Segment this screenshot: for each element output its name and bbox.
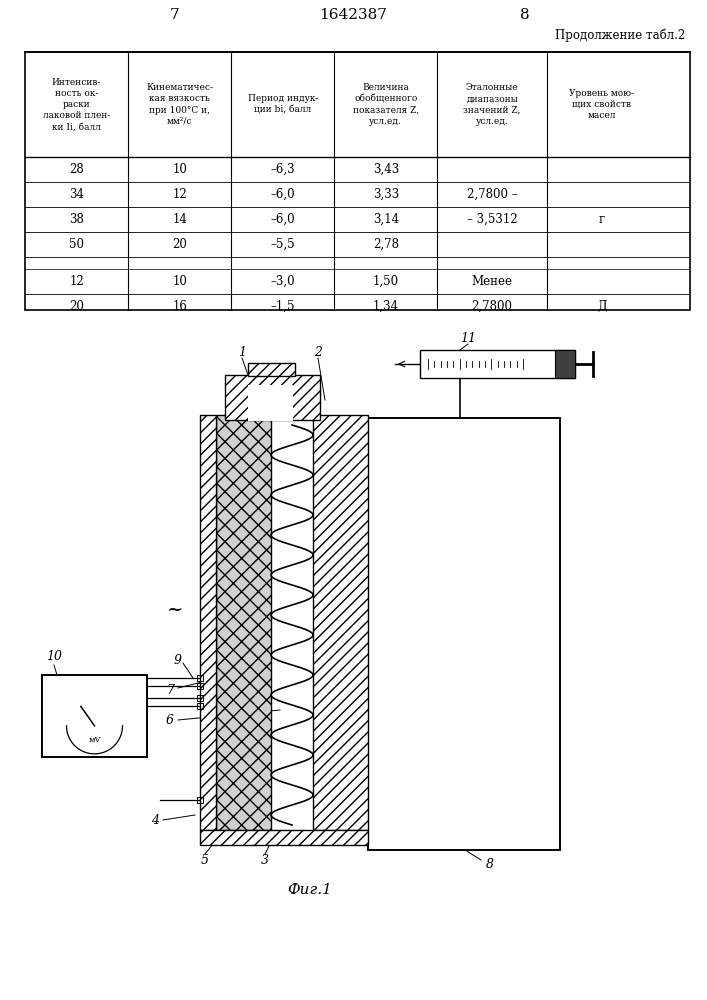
Text: 1,34: 1,34 — [373, 300, 399, 313]
Text: 16: 16 — [173, 300, 187, 313]
Text: Эталонные
диапазоны
значений Z,
усл.ед.: Эталонные диапазоны значений Z, усл.ед. — [464, 83, 521, 126]
Bar — [197, 797, 203, 803]
Text: 1642387: 1642387 — [319, 8, 387, 22]
Text: 10: 10 — [173, 275, 187, 288]
Text: 1: 1 — [238, 346, 246, 359]
Text: –1,5: –1,5 — [271, 300, 295, 313]
Bar — [555, 350, 575, 378]
Text: Менее: Менее — [472, 275, 513, 288]
Text: 5: 5 — [201, 854, 209, 866]
Text: Продолжение табл.2: Продолжение табл.2 — [555, 28, 685, 42]
Text: 9: 9 — [174, 654, 182, 666]
Text: 2,7800: 2,7800 — [472, 300, 513, 313]
Text: –6,0: –6,0 — [270, 213, 295, 226]
Text: 3,43: 3,43 — [373, 163, 399, 176]
Text: –3,0: –3,0 — [270, 275, 295, 288]
Text: г: г — [599, 213, 605, 226]
Text: 8: 8 — [520, 8, 530, 22]
Text: 50: 50 — [69, 238, 84, 251]
Text: Величина
обобщенного
показателя Z,
усл.ед.: Величина обобщенного показателя Z, усл.е… — [353, 83, 419, 126]
Bar — [200, 415, 216, 830]
Bar — [216, 415, 271, 830]
Text: Д: Д — [597, 300, 607, 313]
Bar — [197, 683, 203, 689]
Text: 11: 11 — [460, 332, 476, 344]
Text: 20: 20 — [69, 300, 84, 313]
Text: Уровень мою-
щих свойств
масел: Уровень мою- щих свойств масел — [569, 89, 634, 120]
Text: Фиг.1: Фиг.1 — [288, 883, 332, 897]
Text: 7: 7 — [166, 684, 174, 696]
Text: 8: 8 — [486, 858, 494, 871]
Text: Период индук-
ции bi, балл: Период индук- ции bi, балл — [247, 94, 318, 115]
Text: 28: 28 — [69, 163, 84, 176]
Bar — [197, 675, 203, 681]
Text: 12: 12 — [173, 188, 187, 201]
Bar — [42, 675, 147, 757]
Text: 4: 4 — [151, 814, 159, 826]
Text: 1,50: 1,50 — [373, 275, 399, 288]
Bar — [248, 363, 295, 376]
Text: –6,0: –6,0 — [270, 188, 295, 201]
Text: 3,33: 3,33 — [373, 188, 399, 201]
Text: –5,5: –5,5 — [270, 238, 295, 251]
Text: 12: 12 — [69, 275, 84, 288]
Text: 3,14: 3,14 — [373, 213, 399, 226]
Text: мV: мV — [88, 736, 101, 744]
Bar — [313, 415, 368, 830]
Text: 20: 20 — [173, 238, 187, 251]
Text: 3: 3 — [261, 854, 269, 866]
Text: 34: 34 — [69, 188, 84, 201]
Text: ~: ~ — [167, 601, 183, 619]
Text: 2,78: 2,78 — [373, 238, 399, 251]
Text: Интенсив-
ность ок-
раски
лаковой плен-
ки Ii, балл: Интенсив- ность ок- раски лаковой плен- … — [43, 78, 110, 131]
Text: –6,3: –6,3 — [270, 163, 295, 176]
Text: 7: 7 — [170, 8, 180, 22]
Text: 2,7800 –: 2,7800 – — [467, 188, 518, 201]
Text: 10: 10 — [173, 163, 187, 176]
Text: 2: 2 — [314, 346, 322, 359]
Bar — [248, 385, 293, 421]
Bar — [200, 830, 368, 845]
Text: 14: 14 — [173, 213, 187, 226]
Bar — [368, 418, 560, 850]
Bar — [197, 703, 203, 709]
Text: 38: 38 — [69, 213, 84, 226]
Text: 10: 10 — [46, 650, 62, 664]
Text: Кинематичес-
кая вязкость
при 100°С и,
мм²/с: Кинематичес- кая вязкость при 100°С и, м… — [146, 83, 213, 126]
Text: – 3,5312: – 3,5312 — [467, 213, 518, 226]
Bar — [225, 375, 320, 420]
Bar — [420, 350, 575, 378]
Text: 6: 6 — [166, 714, 174, 726]
Bar — [197, 695, 203, 701]
Bar — [25, 52, 690, 310]
